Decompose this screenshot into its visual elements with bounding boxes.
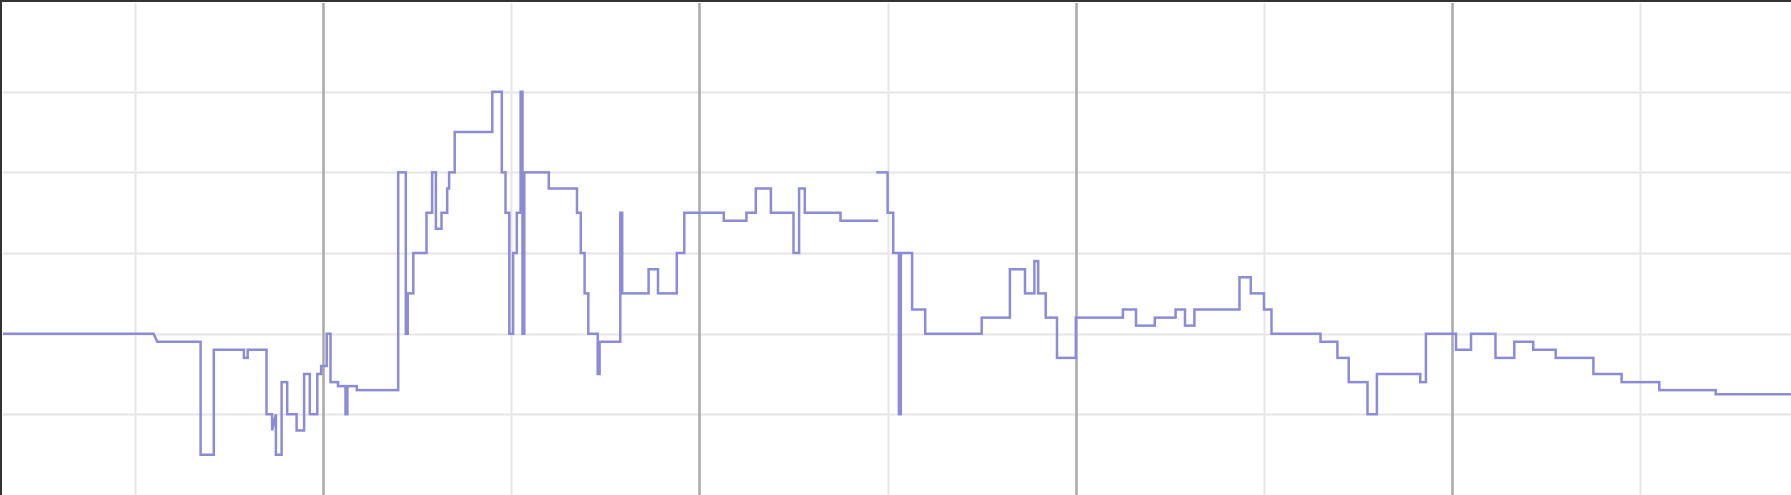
series-line-2 (876, 171, 1791, 416)
series-line-1 (3, 90, 879, 456)
grid-layer (3, 3, 1791, 495)
series-layer (3, 90, 1791, 456)
